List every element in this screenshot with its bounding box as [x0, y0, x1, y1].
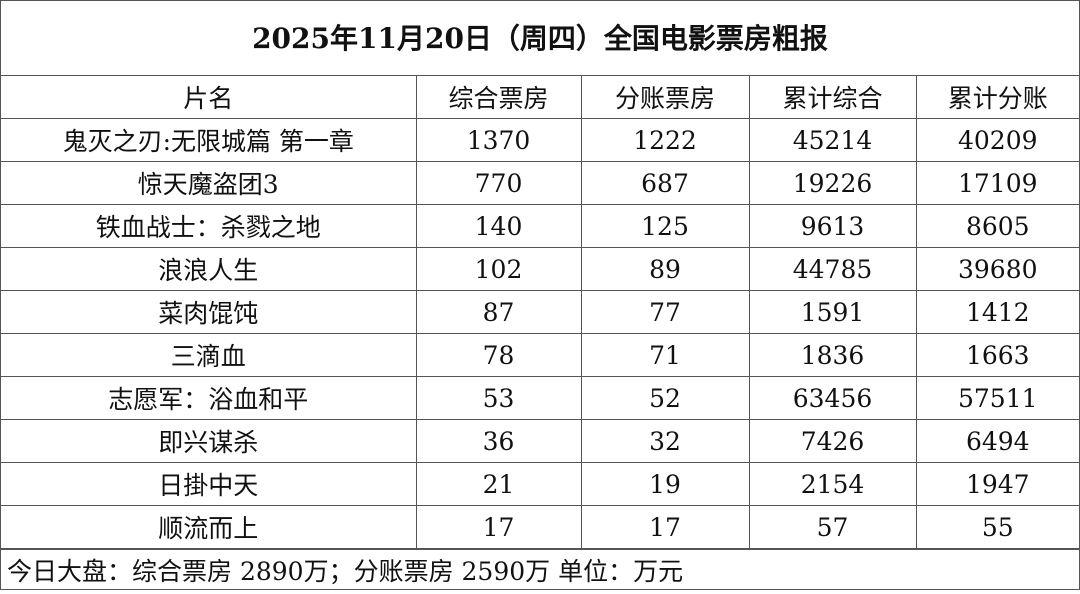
value-cell: 17 — [415, 505, 582, 549]
header-row: 片名 综合票房 分账票房 累计综合 累计分账 — [1, 76, 1079, 119]
value-cell: 87 — [415, 290, 582, 334]
value-cell: 1222 — [580, 118, 750, 162]
value-cell: 8605 — [915, 204, 1079, 248]
column-header: 综合票房 — [415, 76, 582, 119]
value-cell: 1412 — [915, 290, 1079, 334]
movie-name: 即兴谋杀 — [1, 419, 417, 463]
value-cell: 36 — [415, 419, 582, 463]
data-row: 志愿军：浴血和平 53 52 63456 57511 — [1, 376, 1079, 420]
value-cell: 1947 — [915, 462, 1079, 506]
data-row: 浪浪人生 102 89 44785 39680 — [1, 247, 1079, 291]
value-cell: 2154 — [748, 462, 917, 506]
value-cell: 1370 — [415, 118, 582, 162]
title: 2025年11月20日（周四）全国电影票房粗报 — [1, 1, 1079, 76]
movie-name: 惊天魔盗团3 — [1, 161, 417, 205]
data-row: 铁血战士：杀戮之地 140 125 9613 8605 — [1, 204, 1079, 248]
value-cell: 1836 — [748, 333, 917, 377]
value-cell: 52 — [580, 376, 750, 420]
value-cell: 21 — [415, 462, 582, 506]
movie-name: 三滴血 — [1, 333, 417, 377]
data-row: 菜肉馄饨 87 77 1591 1412 — [1, 290, 1079, 334]
data-row: 惊天魔盗团3 770 687 19226 17109 — [1, 161, 1079, 205]
value-cell: 17 — [580, 505, 750, 549]
value-cell: 125 — [580, 204, 750, 248]
value-cell: 1591 — [748, 290, 917, 334]
value-cell: 140 — [415, 204, 582, 248]
value-cell: 45214 — [748, 118, 917, 162]
value-cell: 53 — [415, 376, 582, 420]
value-cell: 57 — [748, 505, 917, 549]
data-row: 三滴血 78 71 1836 1663 — [1, 333, 1079, 377]
data-row: 顺流而上 17 17 57 55 — [1, 505, 1079, 549]
value-cell: 7426 — [748, 419, 917, 463]
value-cell: 9613 — [748, 204, 917, 248]
column-header: 片名 — [1, 76, 417, 119]
movie-name: 志愿军：浴血和平 — [1, 376, 417, 420]
column-header: 累计综合 — [748, 76, 917, 119]
footer-note: 今日大盘：综合票房 2890万；分账票房 2590万 单位：万元 — [1, 549, 1079, 591]
data-row: 日掛中天 21 19 2154 1947 — [1, 462, 1079, 506]
column-header: 分账票房 — [580, 76, 750, 119]
value-cell: 102 — [415, 247, 582, 291]
value-cell: 687 — [580, 161, 750, 205]
value-cell: 32 — [580, 419, 750, 463]
movie-name: 菜肉馄饨 — [1, 290, 417, 334]
value-cell: 40209 — [915, 118, 1079, 162]
value-cell: 770 — [415, 161, 582, 205]
value-cell: 19 — [580, 462, 750, 506]
value-cell: 55 — [915, 505, 1079, 549]
data-row: 即兴谋杀 36 32 7426 6494 — [1, 419, 1079, 463]
value-cell: 71 — [580, 333, 750, 377]
value-cell: 17109 — [915, 161, 1079, 205]
column-header: 累计分账 — [915, 76, 1079, 119]
value-cell: 1663 — [915, 333, 1079, 377]
value-cell: 57511 — [915, 376, 1079, 420]
value-cell: 6494 — [915, 419, 1079, 463]
value-cell: 77 — [580, 290, 750, 334]
value-cell: 39680 — [915, 247, 1079, 291]
value-cell: 19226 — [748, 161, 917, 205]
data-row: 鬼灭之刃:无限城篇 第一章 1370 1222 45214 40209 — [1, 118, 1079, 162]
value-cell: 44785 — [748, 247, 917, 291]
value-cell: 63456 — [748, 376, 917, 420]
box-office-table: 片名 综合票房 分账票房 累计综合 累计分账 鬼灭之刃:无限城篇 第一章 1370 1222 4… — [1, 76, 1079, 549]
movie-name: 鬼灭之刃:无限城篇 第一章 — [1, 118, 417, 162]
movie-name: 铁血战士：杀戮之地 — [1, 204, 417, 248]
value-cell: 89 — [580, 247, 750, 291]
movie-name: 浪浪人生 — [1, 247, 417, 291]
movie-name: 顺流而上 — [1, 505, 417, 549]
value-cell: 78 — [415, 333, 582, 377]
movie-name: 日掛中天 — [1, 462, 417, 506]
